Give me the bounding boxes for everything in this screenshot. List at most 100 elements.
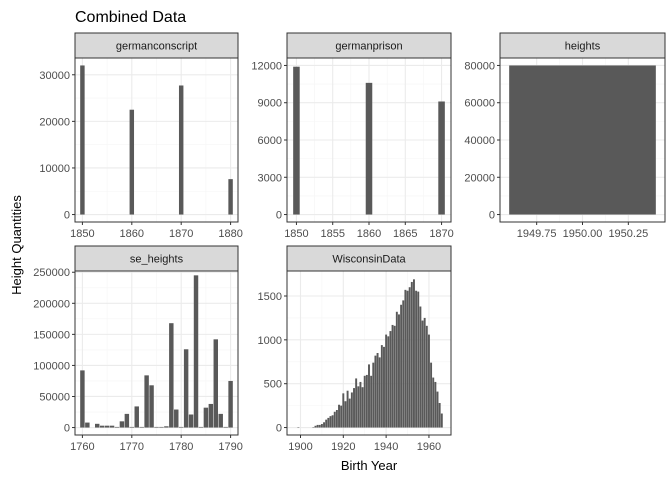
bar <box>402 300 405 428</box>
bar <box>410 281 413 428</box>
y-tick-label: 30000 <box>39 70 70 82</box>
y-tick-label: 60000 <box>464 98 495 110</box>
y-tick-label: 20000 <box>464 172 495 184</box>
bar <box>353 388 355 428</box>
x-tick-label: 1850 <box>70 228 94 240</box>
y-tick-label: 12000 <box>251 60 282 72</box>
bar <box>218 413 223 428</box>
bar <box>374 355 377 428</box>
y-tick-label: 1000 <box>258 335 282 347</box>
bar <box>368 364 370 428</box>
bar <box>293 66 300 215</box>
bar <box>159 426 164 428</box>
x-tick-label: 1880 <box>218 228 242 240</box>
bar <box>342 393 345 428</box>
y-tick-label: 20000 <box>39 116 70 128</box>
bar <box>329 416 332 428</box>
y-tick-label: 1500 <box>258 291 282 303</box>
bar <box>421 320 424 428</box>
bar <box>144 375 149 428</box>
bar <box>365 374 368 428</box>
x-tick-label: 1870 <box>429 228 453 240</box>
bar <box>423 317 426 428</box>
bar <box>344 401 347 428</box>
bar <box>169 323 174 428</box>
bar <box>398 314 400 428</box>
bar <box>325 419 328 428</box>
bar <box>114 426 120 428</box>
facet-panel-4: WisconsinData 0 500 1000 1500 1900 1920 1940 196… <box>258 245 452 453</box>
bar <box>338 404 340 428</box>
x-tick-label: 1949.75 <box>517 228 557 240</box>
bar <box>320 424 323 428</box>
y-tick-label: 100000 <box>33 360 70 372</box>
facet-panel-1: germanprison 0 3000 6000 9000 12000 1850 1855 18… <box>251 32 454 240</box>
facet-strip <box>286 245 452 272</box>
facet-panel-2: heights 0 20000 40000 60000 80000 1949.75 1950.… <box>464 32 666 240</box>
bar <box>174 409 179 428</box>
bar <box>85 422 90 428</box>
bar <box>406 290 409 428</box>
x-tick-label: 1900 <box>288 441 312 453</box>
x-tick-label: 1865 <box>393 228 417 240</box>
bar <box>327 417 330 428</box>
bar <box>427 334 430 428</box>
bar <box>203 407 209 428</box>
bar <box>104 425 110 428</box>
bar <box>333 411 336 428</box>
bar <box>400 304 403 428</box>
bar <box>188 414 194 428</box>
bar <box>357 386 360 428</box>
bar <box>314 425 317 428</box>
bar <box>417 291 420 428</box>
bar <box>198 426 204 428</box>
bar <box>124 413 130 428</box>
bar <box>178 426 184 428</box>
bar <box>331 415 334 428</box>
chart-title: Combined Data <box>75 9 186 26</box>
bar <box>378 357 381 428</box>
bar <box>391 324 394 428</box>
bar <box>359 381 362 428</box>
bar <box>395 311 398 428</box>
facet-strip-label: germanprison <box>335 41 402 53</box>
bar <box>208 403 214 428</box>
bar <box>380 345 383 428</box>
bar <box>440 413 443 428</box>
bar <box>432 377 435 428</box>
bar <box>323 422 326 428</box>
y-tick-label: 40000 <box>464 135 495 147</box>
bar <box>419 306 422 428</box>
y-tick-label: 10000 <box>39 163 70 175</box>
bar <box>335 410 338 428</box>
bar <box>436 391 439 428</box>
bar <box>213 339 218 428</box>
bar <box>363 375 366 428</box>
bar <box>178 85 184 215</box>
bar <box>434 381 437 428</box>
bar <box>80 370 85 428</box>
bar <box>355 378 358 428</box>
bar <box>109 425 115 428</box>
bar <box>361 387 364 428</box>
x-tick-label: 1870 <box>169 228 193 240</box>
bar <box>438 101 445 215</box>
y-tick-label: 9000 <box>258 98 282 110</box>
bar <box>385 334 388 428</box>
x-tick-label: 1860 <box>120 228 144 240</box>
bar <box>129 426 135 428</box>
facet-strip-label: se_heights <box>130 254 184 266</box>
bar <box>318 424 321 428</box>
facet-strip <box>499 32 666 59</box>
bar <box>370 375 373 428</box>
bar <box>376 353 379 428</box>
bar <box>139 426 144 428</box>
bar <box>348 398 351 428</box>
facet-strip <box>74 245 239 272</box>
y-tick-label: 6000 <box>258 135 282 147</box>
bar <box>383 346 385 428</box>
y-tick-label: 50000 <box>39 391 70 403</box>
y-tick-label: 0 <box>64 423 70 435</box>
